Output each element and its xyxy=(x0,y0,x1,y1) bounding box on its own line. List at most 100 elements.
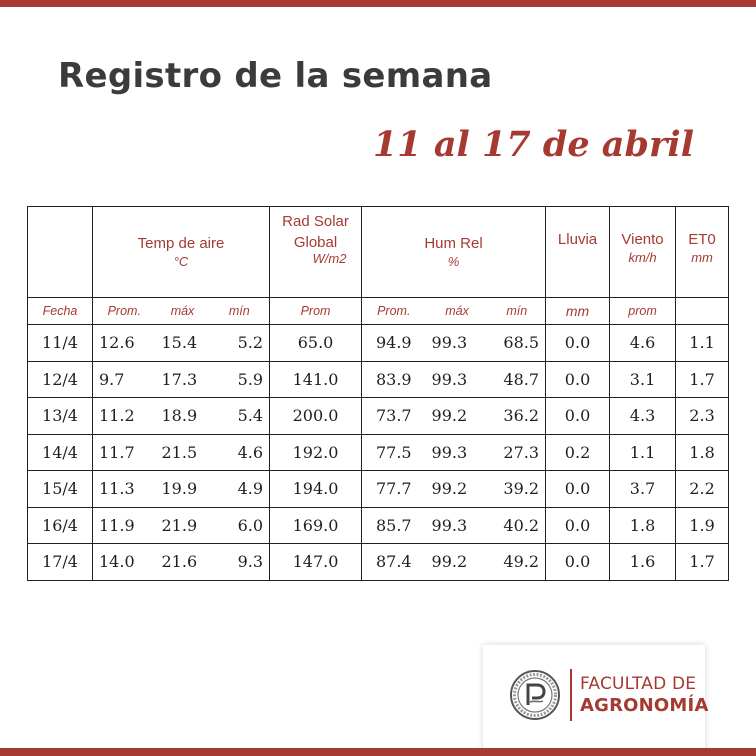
subheader-hum-max: máx xyxy=(425,297,489,325)
cell-hum-max: 99.2 xyxy=(425,397,489,435)
cell-viento-prom: 4.3 xyxy=(609,397,676,435)
cell-viento-prom: 3.1 xyxy=(609,361,676,398)
cell-temp-prom: 11.7 xyxy=(92,434,156,471)
cell-temp-min: 5.4 xyxy=(209,397,270,435)
subheader-lluvia-unit: mm xyxy=(545,297,610,325)
logo-card: FACULTAD DE AGRONOMÍA xyxy=(483,645,708,751)
header-rad-line1: Rad Solar xyxy=(282,213,349,230)
university-seal-icon xyxy=(510,670,560,720)
header-row: Temp de aire °C Rad Solar Global W/m2 Hu… xyxy=(27,206,730,298)
cell-lluvia: 0.0 xyxy=(545,470,610,508)
cell-et0: 1.9 xyxy=(675,507,730,544)
cell-temp-max: 17.3 xyxy=(155,361,210,398)
cell-hum-min: 39.2 xyxy=(488,470,546,508)
cell-temp-min: 4.6 xyxy=(209,434,270,471)
cell-temp-max: 18.9 xyxy=(155,397,210,435)
cell-temp-min: 9.3 xyxy=(209,543,270,581)
subheader-temp-prom: Prom. xyxy=(92,297,156,325)
cell-viento-prom: 1.6 xyxy=(609,543,676,581)
cell-temp-prom: 12.6 xyxy=(92,324,156,362)
cell-hum-min: 68.5 xyxy=(488,324,546,362)
cell-hum-prom: 77.7 xyxy=(361,470,426,508)
table-row: 14/4 11.7 21.5 4.6 192.0 77.5 99.3 27.3 0.2 1.1 1.… xyxy=(27,434,730,471)
cell-temp-min: 6.0 xyxy=(209,507,270,544)
cell-temp-min: 5.9 xyxy=(209,361,270,398)
table-row: 11/4 12.6 15.4 5.2 65.0 94.9 99.3 68.5 0.0 4.6 1.1 xyxy=(27,324,730,362)
header-fecha-blank xyxy=(27,206,93,298)
cell-hum-max: 99.2 xyxy=(425,470,489,508)
cell-rad-prom: 141.0 xyxy=(269,361,362,398)
header-temp-unit: °C xyxy=(173,254,189,269)
bottom-accent-bar xyxy=(0,748,756,756)
cell-temp-max: 21.6 xyxy=(155,543,210,581)
table-body: 11/4 12.6 15.4 5.2 65.0 94.9 99.3 68.5 0.0 4.6 1.1… xyxy=(27,324,730,581)
cell-lluvia: 0.0 xyxy=(545,397,610,435)
header-hum: Hum Rel % xyxy=(361,206,546,298)
header-temp-label: Temp de aire xyxy=(137,235,225,252)
cell-temp-max: 19.9 xyxy=(155,470,210,508)
cell-fecha: 12/4 xyxy=(27,361,93,398)
cell-viento-prom: 4.6 xyxy=(609,324,676,362)
logo-line1: FACULTAD DE xyxy=(580,674,697,694)
cell-et0: 2.3 xyxy=(675,397,730,435)
header-viento-label: Viento xyxy=(621,231,664,248)
subheader-fecha: Fecha xyxy=(27,297,93,325)
cell-temp-max: 15.4 xyxy=(155,324,210,362)
logo-line2: AGRONOMÍA xyxy=(580,695,709,716)
cell-temp-prom: 11.2 xyxy=(92,397,156,435)
cell-fecha: 16/4 xyxy=(27,507,93,544)
header-viento: Viento km/h xyxy=(609,206,676,298)
cell-hum-min: 27.3 xyxy=(488,434,546,471)
subheader-hum-min: mín xyxy=(488,297,546,325)
cell-hum-max: 99.2 xyxy=(425,543,489,581)
subheader-et0 xyxy=(675,297,730,325)
cell-temp-prom: 11.9 xyxy=(92,507,156,544)
cell-hum-prom: 77.5 xyxy=(361,434,426,471)
cell-hum-prom: 94.9 xyxy=(361,324,426,362)
cell-hum-min: 49.2 xyxy=(488,543,546,581)
cell-fecha: 15/4 xyxy=(27,470,93,508)
cell-hum-max: 99.3 xyxy=(425,434,489,471)
cell-hum-max: 99.3 xyxy=(425,361,489,398)
table-row: 17/4 14.0 21.6 9.3 147.0 87.4 99.2 49.2 0.0 1.6 1.… xyxy=(27,543,730,581)
cell-lluvia: 0.0 xyxy=(545,324,610,362)
cell-viento-prom: 1.1 xyxy=(609,434,676,471)
cell-fecha: 13/4 xyxy=(27,397,93,435)
cell-lluvia: 0.2 xyxy=(545,434,610,471)
logo-text: FACULTAD DE AGRONOMÍA xyxy=(580,674,709,716)
cell-rad-prom: 194.0 xyxy=(269,470,362,508)
cell-rad-prom: 169.0 xyxy=(269,507,362,544)
cell-rad-prom: 192.0 xyxy=(269,434,362,471)
cell-temp-prom: 11.3 xyxy=(92,470,156,508)
header-lluvia-label: Lluvia xyxy=(557,231,598,248)
table-row: 16/4 11.9 21.9 6.0 169.0 85.7 99.3 40.2 0.0 1.8 1.… xyxy=(27,507,730,544)
header-et0: ET0 mm xyxy=(675,206,730,298)
cell-et0: 1.7 xyxy=(675,543,730,581)
cell-viento-prom: 1.8 xyxy=(609,507,676,544)
cell-lluvia: 0.0 xyxy=(545,361,610,398)
table-row: 13/4 11.2 18.9 5.4 200.0 73.7 99.2 36.2 0.0 4.3 2.… xyxy=(27,397,730,435)
subheader-rad-prom: Prom xyxy=(269,297,362,325)
page-title: Registro de la semana xyxy=(58,56,493,96)
cell-temp-prom: 9.7 xyxy=(92,361,156,398)
header-hum-label: Hum Rel xyxy=(424,235,483,252)
cell-et0: 2.2 xyxy=(675,470,730,508)
top-accent-bar xyxy=(0,0,756,7)
table-row: 12/4 9.7 17.3 5.9 141.0 83.9 99.3 48.7 0.0 3.1 1.7 xyxy=(27,361,730,398)
cell-fecha: 11/4 xyxy=(27,324,93,362)
header-hum-unit: % xyxy=(447,254,460,269)
cell-hum-prom: 85.7 xyxy=(361,507,426,544)
cell-rad-prom: 65.0 xyxy=(269,324,362,362)
cell-viento-prom: 3.7 xyxy=(609,470,676,508)
cell-hum-min: 40.2 xyxy=(488,507,546,544)
subheader-viento-prom: prom xyxy=(609,297,676,325)
cell-rad-prom: 200.0 xyxy=(269,397,362,435)
cell-temp-max: 21.5 xyxy=(155,434,210,471)
cell-hum-max: 99.3 xyxy=(425,324,489,362)
header-rad-line2: Global xyxy=(293,234,338,251)
weekly-weather-table: Temp de aire °C Rad Solar Global W/m2 Hu… xyxy=(27,206,730,581)
cell-hum-min: 36.2 xyxy=(488,397,546,435)
subheader-temp-max: máx xyxy=(155,297,210,325)
cell-temp-max: 21.9 xyxy=(155,507,210,544)
header-lluvia: Lluvia xyxy=(545,206,610,298)
